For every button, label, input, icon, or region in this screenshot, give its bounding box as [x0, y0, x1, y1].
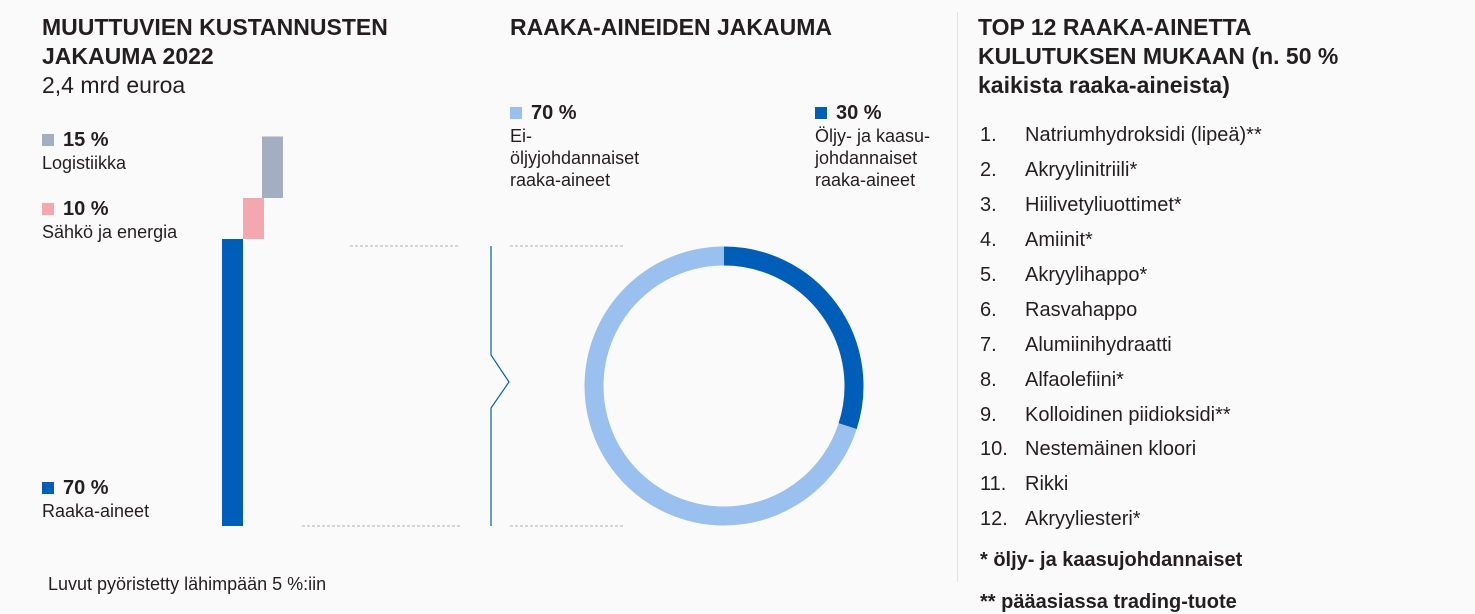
donut-chart [584, 246, 864, 526]
list-item: 4. Amiinit* [980, 228, 1093, 252]
list-item: 5. Akryylihappo* [980, 263, 1147, 287]
donut-label-non-oil-1: Ei- [510, 126, 532, 146]
legend-swatch-logistics [42, 134, 54, 146]
list-item-number: 5. [980, 264, 997, 286]
donut-segment-non-oil [584, 246, 857, 526]
legend-label-raw-materials: Raaka-aineet [42, 501, 150, 521]
list-item-number: 10. [980, 438, 1008, 460]
right-title: TOP 12 RAAKA-AINETTA KULUTUKSEN MUKAAN (… [978, 13, 1338, 100]
list-item-number: 6. [980, 299, 997, 321]
donut-value-oil: 30 % [836, 102, 882, 124]
list-item: 1. Natriumhydroksidi (lipeä)** [980, 123, 1262, 147]
footnote-trading: ** pääasiassa trading-tuote [980, 591, 1237, 613]
list-item-number: 3. [980, 194, 997, 216]
donut-label-oil-2: johdannaiset [815, 148, 918, 168]
left-subtitle: 2,4 mrd euroa [42, 72, 186, 98]
list-item-number: 1. [980, 124, 997, 146]
donut-swatch-oil [815, 107, 827, 119]
list-item: 6. Rasvahappo [980, 298, 1137, 322]
list-item-name: Natriumhydroksidi (lipeä)** [1025, 124, 1262, 146]
panel-divider [957, 12, 958, 582]
waterfall-bar-raw-materials [222, 239, 243, 526]
right-title-line3: kaikista raaka-aineista) [978, 72, 1230, 98]
legend-logistics: 15 % Logistiikka [42, 128, 126, 174]
list-item-number: 2. [980, 159, 997, 181]
legend-swatch-raw-materials [42, 482, 54, 494]
left-title: MUUTTUVIEN KUSTANNUSTEN JAKAUMA 2022 [42, 13, 388, 71]
list-item-name: Amiinit* [1025, 229, 1093, 251]
list-item-name: Hiilivetyliuottimet* [1025, 194, 1182, 216]
legend-label-logistics: Logistiikka [42, 153, 127, 173]
charts-svg [222, 136, 864, 527]
donut-value-non-oil: 70 % [531, 102, 577, 124]
donut-segment-oil-gas [723, 246, 864, 430]
legend-label-energy: Sähkö ja energia [42, 222, 178, 242]
footnote-oil-gas: * öljy- ja kaasujohdannaiset [980, 549, 1243, 571]
left-footnote: Luvut pyöristetty lähimpään 5 %:iin [48, 574, 327, 594]
list-item-number: 4. [980, 229, 997, 251]
legend-value-raw-materials: 70 % [63, 477, 109, 499]
donut-label-oil-3: raaka-aineet [815, 170, 916, 190]
legend-raw-materials: 70 % Raaka-aineet [42, 476, 149, 522]
list-item-name: Rasvahappo [1025, 299, 1138, 321]
right-title-line2: KULUTUKSEN MUKAAN (n. 50 % [978, 43, 1339, 69]
list-item-name: Rikki [1025, 473, 1069, 495]
donut-label-non-oil-3: raaka-aineet [510, 170, 611, 190]
list-item-number: 12. [980, 508, 1008, 530]
donut-legend-non-oil: 70 % Ei- öljyjohdannaiset raaka-aineet [510, 101, 639, 191]
left-title-line1: MUUTTUVIEN KUSTANNUSTEN [42, 14, 388, 40]
list-item: 9. Kolloidinen piidioksidi** [980, 403, 1231, 427]
list-item: 2. Akryylinitriili* [980, 158, 1137, 182]
list-item: 10. Nestemäinen kloori [980, 437, 1196, 461]
legend-energy: 10 % Sähkö ja energia [42, 197, 177, 243]
list-item-number: 7. [980, 334, 997, 356]
list-item-name: Kolloidinen piidioksidi** [1025, 404, 1231, 426]
list-item: 8. Alfaolefiini* [980, 368, 1124, 392]
list-item-name: Akryylihappo* [1025, 264, 1148, 286]
donut-label-non-oil-2: öljyjohdannaiset [510, 148, 640, 168]
waterfall-bar-logistics [262, 136, 283, 198]
donut-swatch-non-oil [510, 107, 522, 119]
donut-legend-oil: 30 % Öljy- ja kaasu- johdannaiset raaka-… [815, 101, 930, 191]
list-item: 3. Hiilivetyliuottimet* [980, 193, 1182, 217]
right-title-line1: TOP 12 RAAKA-AINETTA [978, 14, 1252, 40]
list-item-number: 9. [980, 404, 997, 426]
left-title-line2: JAKAUMA 2022 [42, 43, 214, 69]
list-item-number: 8. [980, 369, 997, 391]
list-item-name: Alumiinihydraatti [1025, 334, 1172, 356]
middle-title: RAAKA-AINEIDEN JAKAUMA [510, 14, 832, 40]
legend-swatch-energy [42, 203, 54, 215]
legend-value-logistics: 15 % [63, 129, 109, 151]
list-item: 7. Alumiinihydraatti [980, 333, 1172, 357]
list-item-number: 11. [980, 473, 1007, 495]
list-item-name: Alfaolefiini* [1025, 369, 1124, 391]
waterfall-chart [222, 136, 283, 526]
donut-label-oil-1: Öljy- ja kaasu- [815, 126, 931, 146]
list-item-name: Akryylinitriili* [1025, 159, 1138, 181]
brace-bracket [490, 246, 510, 526]
legend-value-energy: 10 % [63, 198, 109, 220]
list-item: 11. Rikki [980, 472, 1068, 496]
list-item-name: Akryyliesteri* [1025, 508, 1141, 530]
list-item-name: Nestemäinen kloori [1025, 438, 1197, 460]
waterfall-bar-energy [243, 198, 264, 239]
connector-lines [302, 245, 625, 527]
list-item: 12. Akryyliesteri* [980, 507, 1141, 531]
